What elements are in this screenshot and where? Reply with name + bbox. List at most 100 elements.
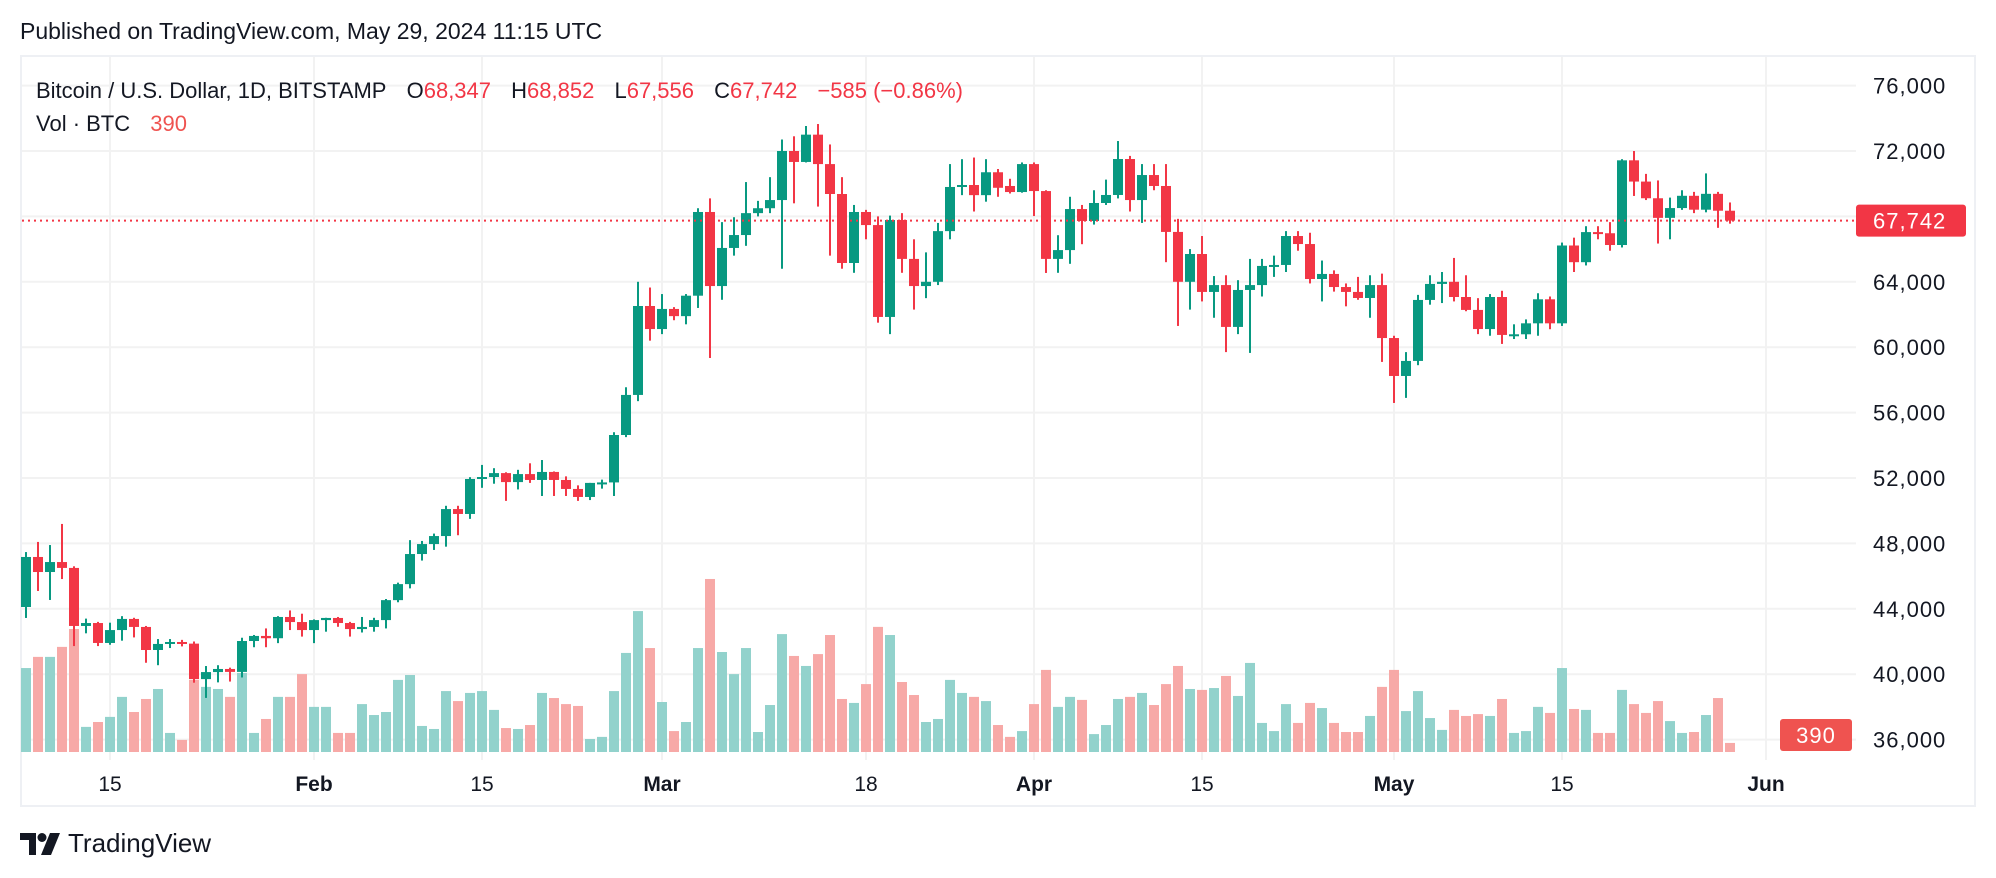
candle[interactable] [273, 616, 283, 644]
candle[interactable] [681, 294, 691, 325]
candle[interactable] [1185, 249, 1195, 310]
candle[interactable] [81, 618, 91, 634]
legend-symbol[interactable]: Bitcoin / U.S. Dollar, 1D, BITSTAMP [36, 78, 387, 103]
candle[interactable] [45, 545, 55, 600]
candle[interactable] [789, 136, 799, 204]
candle[interactable] [33, 541, 43, 591]
candle[interactable] [261, 628, 271, 648]
candle[interactable] [1509, 324, 1519, 340]
candle[interactable] [561, 476, 571, 496]
candle[interactable] [1341, 283, 1351, 307]
candle[interactable] [1569, 237, 1579, 272]
candle[interactable] [345, 621, 355, 637]
candle[interactable] [1461, 275, 1471, 312]
candle[interactable] [573, 485, 583, 501]
time-axis[interactable]: 15 Feb 15 Mar 18 Apr 15 May 15 Jun [98, 773, 1784, 796]
candle[interactable] [453, 505, 463, 536]
candle[interactable] [381, 598, 391, 629]
candle[interactable] [189, 641, 199, 683]
candle[interactable] [621, 387, 631, 438]
candle[interactable] [1701, 173, 1711, 213]
candle[interactable] [1137, 164, 1147, 223]
candle[interactable] [765, 177, 775, 214]
candle[interactable] [129, 617, 139, 638]
candle[interactable] [1401, 352, 1411, 398]
candle[interactable] [1113, 141, 1123, 199]
candle[interactable] [921, 252, 931, 299]
candle[interactable] [861, 209, 871, 240]
candle[interactable] [405, 540, 415, 589]
candle[interactable] [1281, 231, 1291, 272]
candle[interactable] [393, 582, 403, 603]
candle[interactable] [1497, 290, 1507, 344]
candle[interactable] [69, 566, 79, 647]
candle[interactable] [849, 204, 859, 273]
candle[interactable] [753, 200, 763, 217]
candle[interactable] [1305, 232, 1315, 284]
candle[interactable] [981, 159, 991, 202]
candle[interactable] [1365, 275, 1375, 318]
candle[interactable] [597, 479, 607, 489]
candle[interactable] [1317, 260, 1327, 302]
candle[interactable] [93, 621, 103, 647]
candle[interactable] [1617, 159, 1627, 248]
candle[interactable] [1245, 258, 1255, 353]
candle[interactable] [177, 639, 187, 647]
candle[interactable] [717, 222, 727, 300]
candle[interactable] [429, 533, 439, 550]
candle[interactable] [1149, 164, 1159, 191]
candle[interactable] [1125, 155, 1135, 212]
candle[interactable] [933, 222, 943, 286]
candle[interactable] [165, 639, 175, 649]
candle[interactable] [1257, 258, 1267, 297]
candle[interactable] [969, 157, 979, 212]
candle[interactable] [1485, 294, 1495, 336]
candle[interactable] [1641, 173, 1651, 201]
tradingview-logo[interactable]: TradingView [20, 828, 211, 859]
candle[interactable] [1533, 293, 1543, 336]
candle[interactable] [501, 472, 511, 501]
candle[interactable] [645, 287, 655, 341]
candle[interactable] [249, 634, 259, 648]
candle[interactable] [201, 666, 211, 698]
candle[interactable] [213, 665, 223, 683]
candle[interactable] [1713, 191, 1723, 228]
candle[interactable] [909, 239, 919, 310]
candle[interactable] [1017, 162, 1027, 193]
candle[interactable] [333, 616, 343, 627]
candle[interactable] [777, 139, 787, 269]
candle[interactable] [1557, 242, 1567, 326]
candle[interactable] [945, 164, 955, 240]
candle[interactable] [417, 540, 427, 561]
candle[interactable] [321, 617, 331, 632]
candle[interactable] [1221, 275, 1231, 353]
candle[interactable] [705, 198, 715, 358]
candle[interactable] [1161, 164, 1171, 263]
candle[interactable] [105, 622, 115, 645]
candle[interactable] [1689, 191, 1699, 214]
candle[interactable] [1041, 190, 1051, 273]
candle[interactable] [537, 460, 547, 496]
candle[interactable] [525, 463, 535, 483]
candle[interactable] [993, 168, 1003, 197]
candle[interactable] [1101, 179, 1111, 205]
candle[interactable] [1173, 218, 1183, 326]
candle[interactable] [897, 213, 907, 273]
candle[interactable] [297, 613, 307, 637]
candle[interactable] [1077, 204, 1087, 245]
price-axis[interactable]: 76,000 72,000 64,000 60,000 56,000 52,000 48,0… [1780, 74, 1966, 753]
candle[interactable] [549, 471, 559, 496]
candle[interactable] [237, 637, 247, 678]
candle[interactable] [513, 469, 523, 490]
candle[interactable] [21, 552, 31, 618]
candle[interactable] [1209, 276, 1219, 318]
candle[interactable] [489, 468, 499, 484]
candle[interactable] [57, 523, 67, 580]
candle[interactable] [957, 159, 967, 196]
candle[interactable] [1521, 319, 1531, 340]
candle[interactable] [837, 177, 847, 269]
candle[interactable] [669, 307, 679, 321]
candle[interactable] [1029, 162, 1039, 217]
candle[interactable] [465, 477, 475, 519]
